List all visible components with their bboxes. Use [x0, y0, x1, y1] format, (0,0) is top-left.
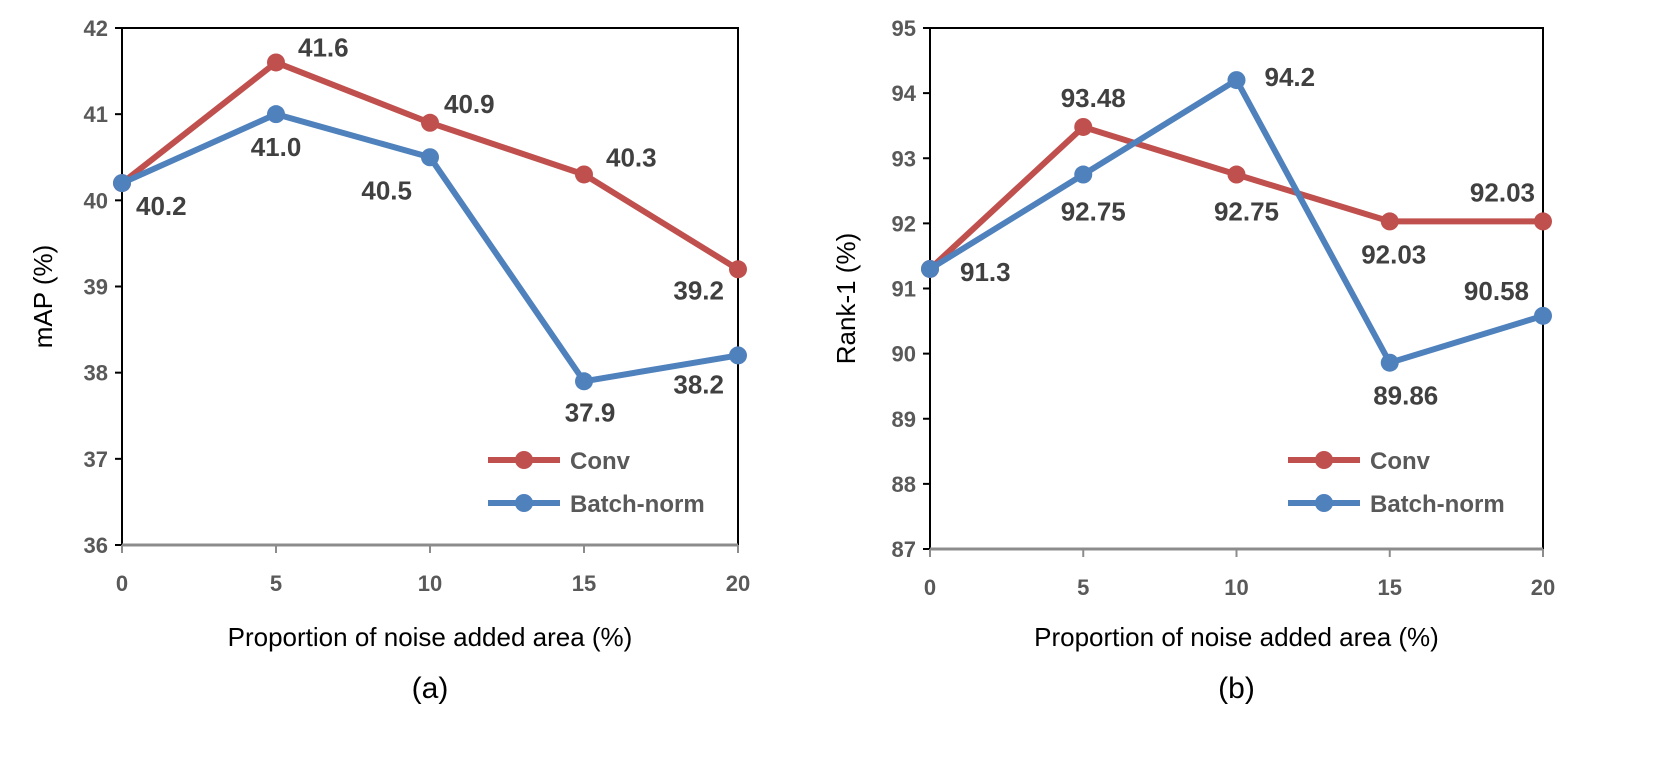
legend: Conv Batch-norm: [488, 448, 705, 518]
plot-frame: [121, 27, 739, 546]
legend: Conv Batch-norm: [1288, 448, 1505, 518]
data-label: 89.86: [1373, 381, 1438, 411]
data-point-conv: [1227, 165, 1246, 184]
y-tick-label: 91: [892, 277, 916, 302]
data-point-batch-norm: [113, 174, 131, 193]
data-label: 38.2: [673, 369, 724, 399]
y-tick-label: 87: [892, 537, 916, 562]
data-label: 91.3: [960, 257, 1011, 287]
legend-marker: [1315, 494, 1333, 512]
y-tick-label: 94: [892, 81, 917, 106]
data-point-batch-norm: [921, 259, 939, 278]
data-label: 40.2: [136, 191, 187, 221]
y-tick-label: 40: [84, 188, 108, 213]
x-axis-title: Proportion of noise added area (%): [228, 622, 633, 652]
data-point-conv: [421, 113, 439, 132]
data-point-batch-norm: [267, 105, 285, 124]
data-label: 92.75: [1061, 197, 1126, 227]
data-label: 39.2: [673, 275, 724, 305]
y-tick-label: 42: [84, 16, 108, 41]
x-tick-label: 10: [1224, 575, 1248, 600]
x-tick-label: 0: [116, 571, 128, 596]
data-label: 92.75: [1214, 197, 1279, 227]
data-point-batch-norm: [421, 148, 439, 167]
x-tick-label: 15: [1378, 575, 1402, 600]
data-label: 37.9: [565, 397, 616, 427]
data-label: 40.9: [444, 89, 495, 119]
panel-label: (a): [412, 672, 449, 705]
chart-panel-b: 87 88 89 90 91 92 93 94 95 0 5 10 15 20 Rank-1 (%) Prop…: [831, 16, 1555, 705]
legend-entry: Conv: [570, 448, 631, 475]
y-tick-label: 37: [84, 447, 108, 472]
x-tick-label: 20: [1531, 575, 1555, 600]
data-label: 92.03: [1361, 239, 1426, 269]
y-tick-label: 36: [84, 533, 108, 558]
data-label: 40.3: [606, 142, 657, 172]
y-tick-label: 88: [892, 472, 916, 497]
y-tick-label: 93: [892, 146, 916, 171]
data-point-conv: [1380, 212, 1399, 231]
y-tick-label: 41: [84, 102, 108, 127]
y-tick-label: 39: [84, 275, 108, 300]
legend-marker: [1315, 451, 1333, 469]
data-point-conv: [1534, 212, 1552, 231]
chart-panel-a: 36 37 38 39 40 41 42 0 5 10 15 20 mAP (%) Proportion …: [28, 16, 750, 705]
legend-entry: Batch-norm: [1370, 491, 1505, 518]
data-point-batch-norm: [1380, 353, 1399, 372]
data-point-batch-norm: [729, 346, 747, 365]
data-point-conv: [729, 260, 747, 279]
data-label: 90.58: [1464, 276, 1529, 306]
data-point-batch-norm: [1074, 165, 1093, 184]
data-point-conv: [1074, 117, 1093, 136]
y-tick-label: 90: [892, 342, 916, 367]
x-axis-title: Proportion of noise added area (%): [1034, 622, 1439, 652]
y-tick-label: 92: [892, 211, 916, 236]
data-point-conv: [575, 165, 593, 184]
data-label: 94.2: [1265, 62, 1316, 92]
data-point-batch-norm: [1534, 306, 1552, 325]
y-axis-title: Rank-1 (%): [831, 233, 861, 364]
legend-entry: Conv: [1370, 448, 1431, 475]
x-tick-label: 10: [418, 571, 442, 596]
legend-marker: [515, 451, 533, 469]
y-tick-label: 95: [892, 16, 916, 41]
data-label: 41.0: [251, 132, 302, 162]
data-point-batch-norm: [575, 372, 593, 391]
panel-label: (b): [1218, 672, 1255, 705]
plot-frame: [929, 27, 1544, 550]
legend-entry: Batch-norm: [570, 491, 705, 518]
x-tick-label: 5: [270, 571, 282, 596]
data-label: 92.03: [1470, 177, 1535, 207]
x-tick-label: 0: [924, 575, 936, 600]
y-tick-label: 89: [892, 407, 916, 432]
data-point-conv: [267, 53, 285, 72]
y-axis-title: mAP (%): [28, 245, 58, 349]
y-tick-label: 38: [84, 361, 108, 386]
x-tick-label: 20: [726, 571, 750, 596]
data-label: 40.5: [361, 175, 412, 205]
data-label: 93.48: [1061, 83, 1126, 113]
x-tick-label: 5: [1077, 575, 1089, 600]
data-point-batch-norm: [1227, 71, 1246, 90]
data-label: 41.6: [298, 32, 349, 62]
x-tick-label: 15: [572, 571, 596, 596]
legend-marker: [515, 494, 533, 512]
